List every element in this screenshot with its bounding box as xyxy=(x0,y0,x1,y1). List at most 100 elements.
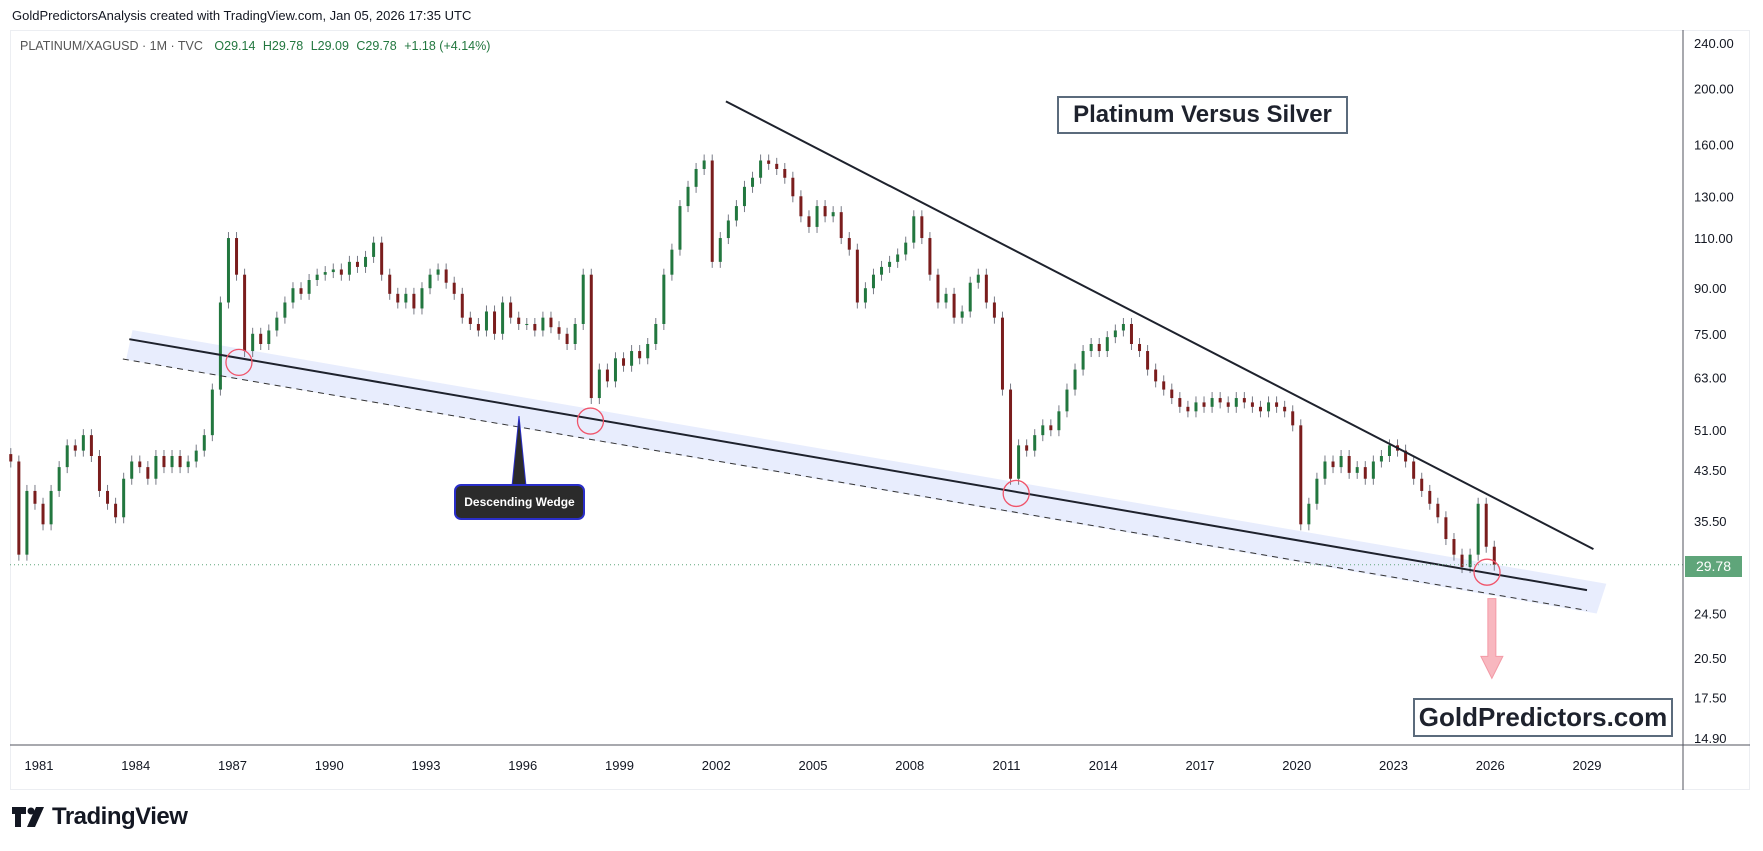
candle-body xyxy=(1412,461,1416,479)
candle-body xyxy=(1073,369,1077,390)
candle-body xyxy=(992,302,996,318)
candle-body xyxy=(646,343,650,359)
candle-body xyxy=(896,254,900,262)
candle-body xyxy=(1129,323,1133,344)
candle-body xyxy=(1291,411,1295,426)
legend-open: O29.14 xyxy=(214,39,256,53)
candle-body xyxy=(476,323,480,331)
candle-body xyxy=(428,274,432,289)
candle-body xyxy=(452,282,456,294)
candle-body xyxy=(710,160,714,262)
candle-body xyxy=(17,461,21,555)
candle-body xyxy=(581,274,585,324)
price-tick-label: 14.90 xyxy=(1694,731,1727,746)
touch-point-circle xyxy=(1473,558,1501,586)
candle-body xyxy=(880,266,884,275)
price-tick-label: 130.00 xyxy=(1694,189,1734,204)
symbol-name[interactable]: PLATINUM/XAGUSD · 1M · TVC xyxy=(20,39,203,53)
candle-body xyxy=(1121,323,1125,331)
candle-body xyxy=(1049,425,1053,431)
candle-body xyxy=(484,311,488,331)
candle-body xyxy=(1347,455,1351,473)
candle-body xyxy=(73,445,77,451)
candle-body xyxy=(493,311,497,334)
candle-body xyxy=(1170,389,1174,399)
candle-body xyxy=(976,274,980,283)
candle-body xyxy=(726,220,730,239)
candle-body xyxy=(1081,351,1085,370)
support-trendline xyxy=(129,338,1588,592)
candle-body xyxy=(904,242,908,255)
price-tick-label: 51.00 xyxy=(1694,423,1727,438)
wedge-band xyxy=(126,330,1607,614)
candle-body xyxy=(1250,402,1254,407)
time-tick-label: 2002 xyxy=(702,758,731,773)
watermark-annotation[interactable]: GoldPredictors.com xyxy=(1413,698,1673,737)
projection-arrow xyxy=(1480,598,1504,680)
candle-body xyxy=(33,490,37,504)
candle-body xyxy=(920,216,924,239)
chart-pane[interactable] xyxy=(10,30,1750,790)
candle-body xyxy=(1444,517,1448,540)
candle-body xyxy=(1323,461,1327,479)
candle-body xyxy=(162,455,166,468)
candle-body xyxy=(509,302,513,318)
candle-body xyxy=(1420,478,1424,491)
candle-body xyxy=(1097,343,1101,352)
symbol-legend: PLATINUM/XAGUSD · 1M · TVC O29.14 H29.78… xyxy=(20,39,490,53)
candle-body xyxy=(759,160,763,178)
time-tick-label: 2023 xyxy=(1379,758,1408,773)
chart-title-annotation[interactable]: Platinum Versus Silver xyxy=(1057,96,1348,134)
candle-body xyxy=(1387,445,1391,456)
time-tick-label: 2005 xyxy=(799,758,828,773)
price-tick-label: 110.00 xyxy=(1694,231,1733,246)
price-tick-label: 240.00 xyxy=(1694,36,1734,51)
candle-body xyxy=(299,288,303,294)
candle-body xyxy=(1041,425,1045,436)
tradingview-logo[interactable]: TradingView xyxy=(12,803,188,831)
candle-body xyxy=(1452,539,1456,555)
price-tick-label: 20.50 xyxy=(1694,651,1727,666)
candle-body xyxy=(694,168,698,187)
price-tick-label: 24.50 xyxy=(1694,606,1727,621)
candle-body xyxy=(670,249,674,275)
candle-body xyxy=(226,238,230,303)
candle-body xyxy=(259,333,263,344)
candle-body xyxy=(396,293,400,303)
time-tick-label: 2029 xyxy=(1573,758,1602,773)
candle-body xyxy=(855,249,859,303)
descending-wedge-callout[interactable]: Descending Wedge xyxy=(454,484,585,520)
candle-body xyxy=(114,503,118,518)
candle-body xyxy=(1436,503,1440,518)
candle-body xyxy=(315,274,319,281)
candle-body xyxy=(364,256,368,267)
candle-body xyxy=(331,269,335,273)
candle-body xyxy=(420,288,424,309)
candle-body xyxy=(847,238,851,250)
candle-body xyxy=(533,323,537,331)
candle-body xyxy=(202,435,206,451)
time-tick-label: 1993 xyxy=(412,758,441,773)
time-tick-label: 1987 xyxy=(218,758,247,773)
tradingview-brand: TradingView xyxy=(52,803,188,830)
candle-body xyxy=(1404,450,1408,462)
candle-body xyxy=(791,177,795,197)
candle-body xyxy=(936,274,940,303)
time-tick-label: 1984 xyxy=(121,758,150,773)
candle-body xyxy=(1218,398,1222,403)
candle-body xyxy=(1484,503,1488,547)
candle-body xyxy=(718,238,722,262)
candle-body xyxy=(1242,398,1246,403)
candle-body xyxy=(404,293,408,303)
candle-body xyxy=(1355,467,1359,473)
candle-body xyxy=(372,242,376,257)
candle-body xyxy=(283,302,287,318)
candle-body xyxy=(460,293,464,318)
time-tick-label: 1996 xyxy=(508,758,537,773)
legend-close: C29.78 xyxy=(356,39,397,53)
candle-body xyxy=(122,478,126,518)
candle-body xyxy=(41,503,45,525)
candle-body xyxy=(815,206,819,227)
last-price-label: 29.78 xyxy=(1685,556,1742,577)
